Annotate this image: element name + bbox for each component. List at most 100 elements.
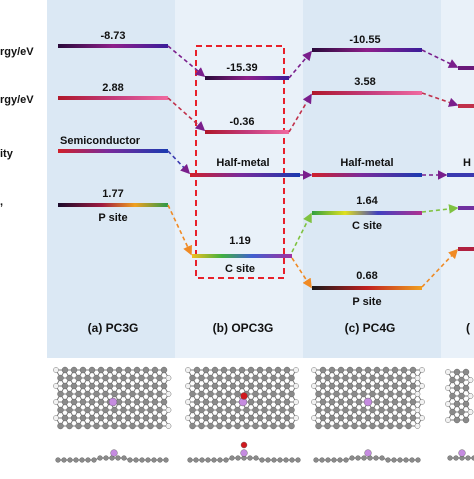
row-label-barrier: , xyxy=(0,196,3,208)
connector-arrows xyxy=(167,45,459,289)
carbon-atom xyxy=(279,374,286,382)
carbon-atom xyxy=(61,382,69,390)
carbon-atom xyxy=(145,457,151,463)
carbon-atom xyxy=(129,374,136,382)
value-c-barrier-upper: 1.64 xyxy=(356,195,378,207)
carbon-atom xyxy=(265,414,273,422)
carbon-atom xyxy=(147,406,154,414)
carbon-atom xyxy=(111,422,118,430)
carbon-atom xyxy=(88,398,96,406)
lattice-side-view xyxy=(187,441,301,463)
carbon-atom xyxy=(198,406,205,414)
carbon-atom xyxy=(253,455,259,461)
hydrogen-atom xyxy=(311,367,317,373)
carbon-atom xyxy=(355,414,363,422)
carbon-atom xyxy=(319,398,327,406)
carbon-atom xyxy=(57,390,64,398)
carbon-atom xyxy=(274,398,282,406)
carbon-atom xyxy=(147,390,154,398)
carbon-atom xyxy=(458,408,465,416)
carbon-atom xyxy=(238,414,246,422)
carbon-atom xyxy=(453,384,461,392)
carbon-atom xyxy=(333,390,340,398)
carbon-atom xyxy=(346,398,354,406)
carbon-atom xyxy=(256,414,264,422)
carbon-atom xyxy=(133,414,141,422)
level-b-conductivity xyxy=(190,173,300,177)
carbon-atom xyxy=(369,422,376,430)
carbon-atom xyxy=(462,416,470,424)
carbon-atom xyxy=(97,455,103,461)
carbon-atom xyxy=(252,406,259,414)
carbon-atom xyxy=(115,366,123,374)
carbon-atom xyxy=(256,366,264,374)
carbon-atom xyxy=(93,422,100,430)
carbon-atom xyxy=(103,455,109,461)
level-c-conductivity xyxy=(312,173,422,177)
carbon-atom xyxy=(142,382,150,390)
carbon-atom xyxy=(265,366,273,374)
carbon-atom xyxy=(66,374,73,382)
carbon-atom xyxy=(364,414,372,422)
carbon-atom xyxy=(313,457,319,463)
carbon-atom xyxy=(396,374,403,382)
panel-d-background xyxy=(441,0,474,358)
carbon-atom xyxy=(279,390,286,398)
carbon-atom xyxy=(449,392,456,400)
value-c-conductivity: Half-metal xyxy=(340,157,393,169)
carbon-atom xyxy=(360,406,367,414)
carbon-atom xyxy=(462,400,470,408)
carbon-atom xyxy=(156,374,163,382)
carbon-atom xyxy=(121,455,127,461)
value-b-conductivity: Half-metal xyxy=(216,157,269,169)
hydrogen-atom xyxy=(165,391,172,397)
carbon-atom xyxy=(369,406,376,414)
arrow-b-c-barrier-upper xyxy=(291,212,312,253)
site-c-upper: C site xyxy=(352,220,382,232)
carbon-atom xyxy=(288,422,295,430)
carbon-atom xyxy=(133,366,141,374)
carbon-atom xyxy=(147,422,154,430)
carbon-atom xyxy=(120,406,127,414)
carbon-atom xyxy=(220,382,228,390)
carbon-atom xyxy=(396,390,403,398)
carbon-atom xyxy=(216,390,223,398)
carbon-atom xyxy=(400,398,408,406)
carbon-atom xyxy=(378,406,385,414)
carbon-atom xyxy=(199,457,205,463)
carbon-atom xyxy=(91,457,97,463)
lattice-side-view xyxy=(313,449,421,463)
carbon-atom xyxy=(400,366,408,374)
carbon-atom xyxy=(333,374,340,382)
carbon-atom xyxy=(355,455,361,461)
carbon-atom xyxy=(157,457,163,463)
hydrogen-atom xyxy=(165,423,172,429)
carbon-atom xyxy=(85,457,91,463)
carbon-atom xyxy=(217,457,223,463)
carbon-atom xyxy=(75,406,82,414)
phosphorus-atom xyxy=(108,397,118,407)
carbon-atom xyxy=(160,382,168,390)
carbon-atom xyxy=(235,455,241,461)
hydrogen-atom xyxy=(467,393,474,399)
hydrogen-atom xyxy=(293,415,299,421)
carbon-atom xyxy=(279,422,286,430)
carbon-atom xyxy=(193,382,201,390)
carbon-atom xyxy=(283,382,291,390)
carbon-atom xyxy=(187,457,193,463)
hydrogen-atom xyxy=(293,367,299,373)
carbon-atom xyxy=(324,390,331,398)
carbon-atom xyxy=(225,406,232,414)
carbon-atom xyxy=(202,382,210,390)
hydrogen-atom xyxy=(53,383,59,389)
carbon-atom xyxy=(66,390,73,398)
arrow-a-b-energy1 xyxy=(167,45,206,78)
carbon-atom xyxy=(211,457,217,463)
carbon-atom xyxy=(207,406,214,414)
carbon-atom xyxy=(270,390,277,398)
carbon-atom xyxy=(189,390,196,398)
hydrogen-atom xyxy=(467,409,474,415)
carbon-atom xyxy=(360,422,367,430)
carbon-atom xyxy=(283,457,289,463)
